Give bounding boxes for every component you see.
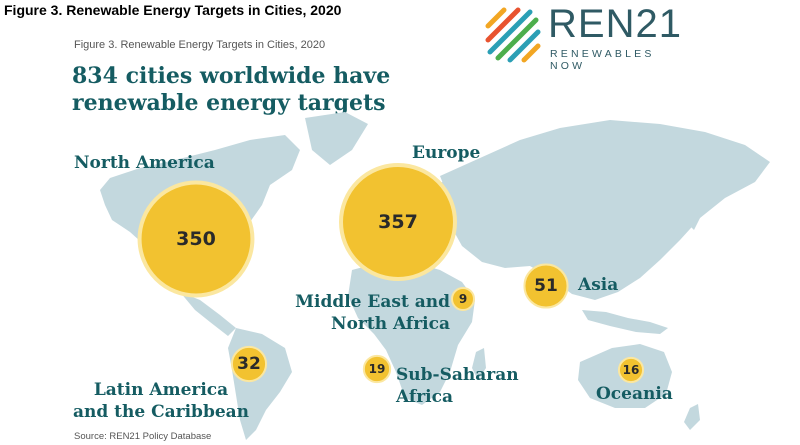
- value-label-north-america: 350: [176, 228, 216, 250]
- logo-tagline: RENEWABLES NOW: [550, 48, 655, 72]
- figure-label: Figure 3. Renewable Energy Targets in Ci…: [74, 39, 326, 51]
- label-oceania: Oceania: [596, 384, 673, 404]
- japan-land: [686, 200, 702, 230]
- label-latin-america-text: Latin America and the Caribbean: [72, 380, 250, 422]
- africa-land: [348, 262, 475, 405]
- ren21-logo-mark-icon: [485, 7, 541, 63]
- value-label-sub-saharan-africa: 19: [369, 362, 386, 376]
- value-label-europe: 357: [378, 211, 418, 233]
- label-north-america: North America: [74, 153, 215, 173]
- new-zealand-land: [684, 404, 700, 430]
- source-note: Source: REN21 Policy Database: [74, 431, 212, 442]
- bubbles-layer: 350 357 9 51 32 19 16: [137, 163, 645, 384]
- value-label-latin-america-and-the-caribbean: 32: [237, 354, 261, 374]
- label-sub-saharan-africa: Sub-Saharan Africa: [396, 364, 519, 408]
- headline-line-2: renewable energy targets: [72, 90, 386, 116]
- figure-caption: Figure 3. Renewable Energy Targets in Ci…: [4, 2, 342, 18]
- bubble-latin-america-and-the-caribbean: [230, 345, 268, 383]
- ren21-logo: REN21 RENEWABLES NOW: [484, 2, 681, 72]
- label-asia-text: Asia: [578, 275, 619, 295]
- label-middle-east-north-africa: Middle East and North Africa: [290, 291, 450, 335]
- asia-land: [440, 120, 770, 300]
- value-label-asia: 51: [534, 276, 558, 296]
- madagascar-land: [472, 348, 486, 380]
- logo-wordmark: REN21: [548, 2, 682, 46]
- label-mena-text: Middle East and North Africa: [295, 292, 450, 334]
- label-asia: Asia: [578, 274, 618, 296]
- label-europe: Europe: [412, 143, 481, 163]
- greenland-land: [305, 112, 368, 165]
- bubble-europe: [339, 163, 457, 281]
- bubble-asia: [523, 263, 569, 309]
- value-label-middle-east-and-north-africa: 9: [459, 292, 467, 306]
- bubble-oceania: [617, 356, 645, 384]
- label-ssa-text: Sub-Saharan Africa: [396, 365, 519, 407]
- chart-headline: 834 cities worldwide have renewable ener…: [72, 63, 390, 117]
- bubble-middle-east-and-north-africa: [451, 287, 475, 311]
- southeast-asia-islands-land: [582, 310, 668, 334]
- label-latin-america: Latin America and the Caribbean: [66, 379, 256, 423]
- headline-line-1: 834 cities worldwide have: [72, 63, 391, 89]
- bubble-sub-saharan-africa: [362, 354, 392, 384]
- value-label-oceania: 16: [623, 363, 640, 377]
- central-america-land: [180, 292, 236, 336]
- bubble-north-america: [137, 180, 255, 298]
